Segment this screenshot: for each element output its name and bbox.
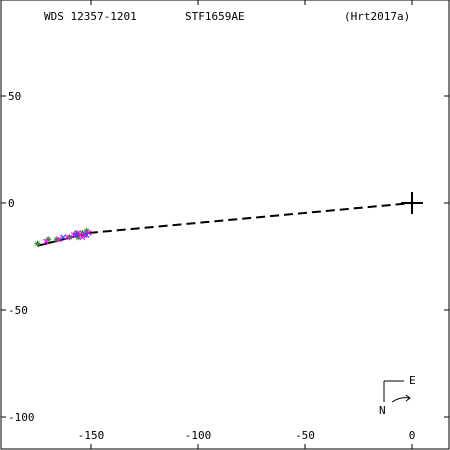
header-ref-label: (Hrt2017a) xyxy=(344,10,410,23)
x-tick-label: 0 xyxy=(409,429,416,442)
x-axis-ticks: -150 -100 -50 0 xyxy=(78,0,416,449)
x-tick-label: -150 xyxy=(78,429,105,442)
observation-x-mark xyxy=(83,232,90,239)
header-pair-label: STF1659AE xyxy=(185,10,245,23)
observation-x-mark xyxy=(73,232,79,239)
y-tick-label: 50 xyxy=(8,90,21,103)
header-wds-label: WDS 12357-1201 xyxy=(44,10,137,23)
observation-x-mark xyxy=(43,238,49,245)
observation-x-mark xyxy=(60,234,67,241)
observation-x-mark xyxy=(55,236,62,243)
y-tick-label: -100 xyxy=(8,411,35,424)
y-tick-label: 0 xyxy=(8,197,15,210)
compass-north-label: N xyxy=(379,404,386,417)
observation-star-mark xyxy=(53,236,60,243)
y-axis-ticks: 50 0 -50 -100 xyxy=(1,90,449,424)
compass-east-label: E xyxy=(409,374,416,387)
compass-direction-arrow-icon xyxy=(391,394,411,403)
series-layer xyxy=(34,202,413,247)
observation-x-mark xyxy=(70,232,77,239)
y-tick-label: -50 xyxy=(8,304,28,317)
primary-star-marker xyxy=(401,192,423,214)
compass: E N xyxy=(379,374,416,417)
dashed-orbit-line xyxy=(88,202,413,234)
observation-star-mark xyxy=(34,240,41,247)
observation-star-mark xyxy=(66,234,73,241)
observation-x-mark xyxy=(64,234,71,241)
x-tick-label: -100 xyxy=(185,429,212,442)
x-tick-label: -50 xyxy=(295,429,315,442)
observation-x-mark xyxy=(79,234,86,241)
